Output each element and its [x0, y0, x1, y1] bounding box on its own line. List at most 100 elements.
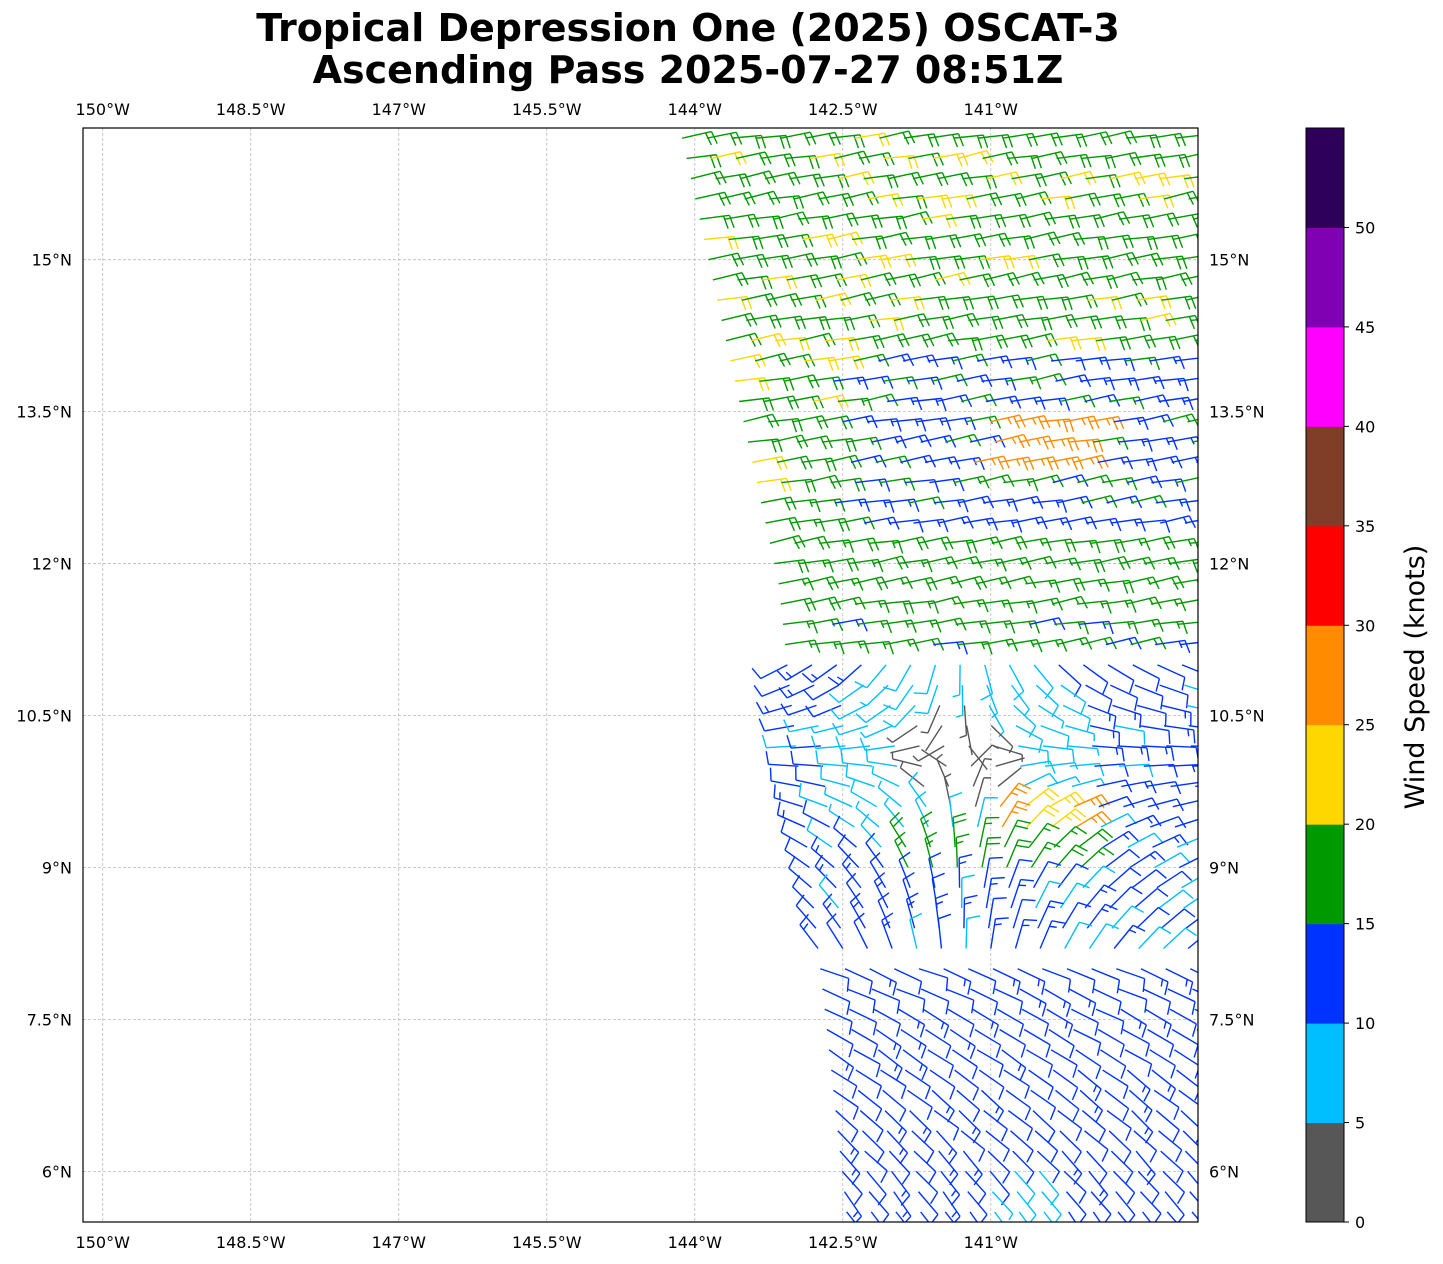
wind-barb-half-feather — [1061, 721, 1065, 729]
wind-barb-feather — [872, 336, 879, 350]
wind-barb — [871, 988, 901, 1014]
wind-barb-shaft — [1132, 276, 1163, 281]
wind-barb-shaft — [926, 664, 937, 694]
wind-barb — [997, 767, 1022, 787]
wind-barb-feather — [845, 763, 849, 777]
wind-barb — [1105, 151, 1142, 167]
wind-barb-feather — [896, 334, 904, 348]
wind-barb-shaft — [1160, 515, 1190, 524]
wind-barb-half-feather — [782, 809, 785, 818]
wind-barb-shaft — [1169, 334, 1198, 342]
wind-barb-feather — [855, 713, 867, 724]
wind-barb-feather — [1169, 1088, 1177, 1102]
wind-barb — [1080, 376, 1116, 391]
wind-barb-feather — [775, 457, 782, 471]
wind-barb-feather — [1007, 599, 1014, 613]
wind-barb-shaft — [1139, 194, 1170, 200]
wind-barb — [1069, 213, 1105, 229]
wind-barb — [783, 374, 820, 389]
wind-barb-shaft — [1164, 1191, 1185, 1216]
wind-barb — [966, 192, 1003, 207]
wind-barb-feather — [763, 377, 770, 391]
wind-barb-feather — [1205, 836, 1213, 847]
wind-barb — [972, 334, 1009, 349]
wind-barb-half-feather — [1144, 781, 1149, 789]
wind-barb-half-feather — [1204, 642, 1207, 649]
wind-barb-shaft — [1046, 336, 1077, 342]
wind-barb-feather — [1020, 1044, 1027, 1058]
wind-barb — [963, 894, 978, 929]
wind-barb-shaft — [686, 154, 717, 160]
wind-barb — [862, 393, 899, 407]
wind-barb-shaft — [845, 882, 864, 909]
wind-barb-feather — [1098, 1172, 1108, 1185]
wind-barb — [953, 599, 989, 613]
wind-barb-shaft — [984, 271, 1014, 281]
wind-barb-half-feather — [877, 780, 882, 788]
wind-barb-shaft — [879, 600, 910, 605]
wind-barb-half-feather — [888, 979, 892, 988]
wind-barb — [1173, 578, 1198, 585]
wind-barb-shaft — [814, 724, 844, 734]
wind-barb — [967, 1191, 988, 1222]
wind-barb-feather — [965, 394, 973, 408]
wind-barb — [1110, 1150, 1134, 1184]
wind-barb-half-feather — [914, 419, 919, 427]
wind-barb-half-feather — [1120, 457, 1126, 465]
wind-barb-feather — [850, 1152, 860, 1165]
wind-barb — [1030, 841, 1061, 868]
colorbar-tick-label: 15 — [1355, 915, 1375, 934]
wind-barb-half-feather — [1005, 639, 1011, 648]
wind-barb-half-feather — [1141, 439, 1146, 447]
wind-barb-shaft — [1094, 763, 1125, 767]
wind-barb-half-feather — [852, 1210, 859, 1218]
wind-barb-feather — [1210, 499, 1215, 512]
wind-barb-feather — [967, 981, 972, 995]
wind-barb-half-feather — [855, 800, 860, 808]
wind-barb-feather — [848, 1044, 854, 1058]
wind-barb — [733, 253, 769, 269]
wind-barb-shaft — [760, 496, 791, 504]
wind-barb-feather — [1123, 1151, 1132, 1164]
wind-barb — [841, 853, 862, 889]
wind-barb — [1070, 558, 1106, 573]
wind-barb-feather — [1004, 576, 1012, 590]
wind-barb-shaft — [1020, 760, 1051, 767]
wind-barb — [1123, 797, 1160, 810]
wind-barb-feather — [817, 395, 824, 409]
wind-barb-shaft — [1110, 518, 1141, 524]
wind-barb-half-feather — [833, 641, 838, 650]
wind-barb-shaft — [1183, 897, 1198, 909]
wind-barb-half-feather — [1100, 888, 1108, 894]
wind-barb-shaft — [868, 539, 899, 545]
wind-barb-feather — [1184, 296, 1191, 310]
wind-barb-shaft — [782, 619, 813, 626]
wind-barb-feather — [819, 518, 826, 532]
wind-barb-feather — [790, 750, 794, 765]
wind-barb — [776, 801, 806, 828]
wind-barb-half-feather — [1197, 358, 1198, 360]
wind-barb-feather — [810, 835, 818, 849]
wind-barb — [908, 771, 927, 808]
wind-barb-shaft — [1167, 988, 1196, 1003]
wind-barb-shaft — [1159, 684, 1189, 696]
wind-barb — [1115, 1191, 1136, 1222]
wind-barb-shaft — [895, 684, 914, 711]
wind-barb-shaft — [978, 474, 1008, 484]
wind-barb-feather — [853, 478, 860, 492]
wind-barb-feather — [1188, 316, 1196, 330]
wind-barb — [822, 893, 842, 929]
wind-barb-feather — [791, 275, 798, 289]
wind-barb-half-feather — [1173, 836, 1180, 844]
wind-barb — [1059, 394, 1096, 408]
wind-barb — [997, 334, 1033, 349]
wind-barb-shaft — [915, 1170, 939, 1193]
wind-barb-shaft — [1150, 132, 1181, 139]
wind-barb-feather — [1065, 517, 1073, 531]
wind-barb — [1001, 1049, 1027, 1081]
wind-barb — [1186, 704, 1198, 709]
wind-barb-shaft — [1082, 274, 1113, 281]
wind-barb — [928, 595, 965, 609]
wind-barb-shaft — [1134, 172, 1165, 180]
wind-barb-shaft — [880, 1069, 907, 1087]
